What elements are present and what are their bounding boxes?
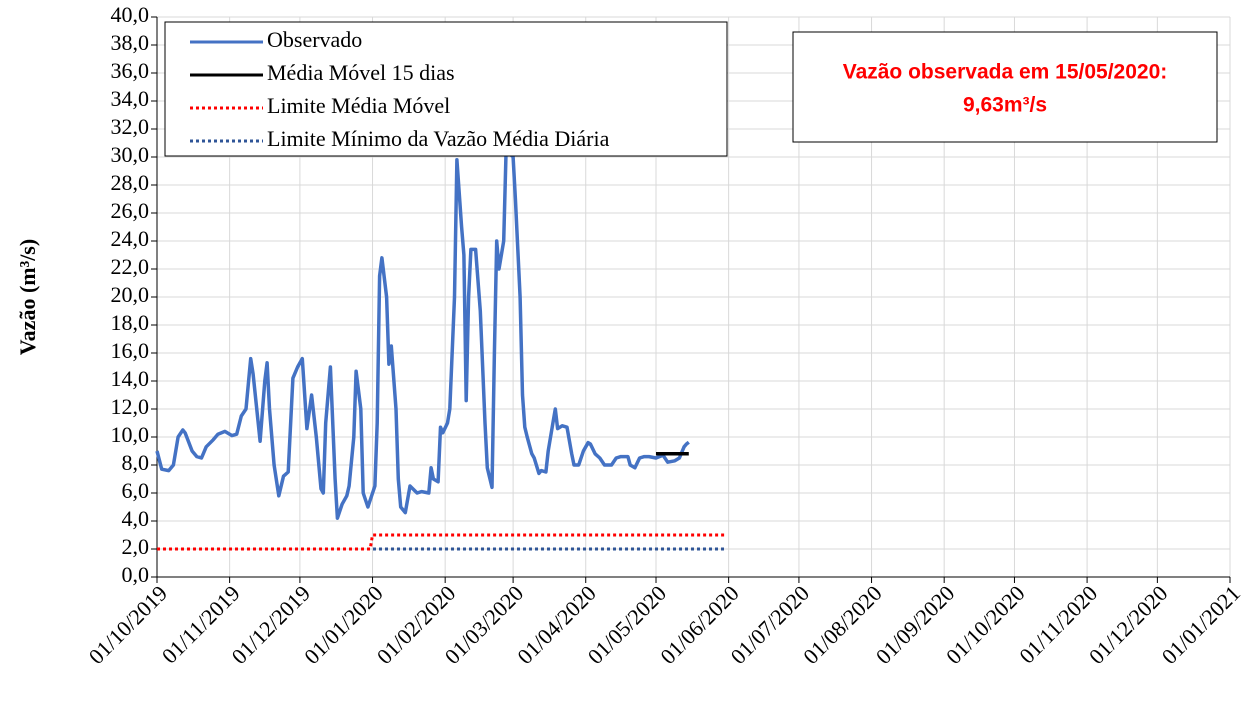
- y-axis-title: Vazão (m³/s): [15, 239, 40, 355]
- y-tick-label: 18,0: [111, 310, 150, 335]
- y-tick-label: 0,0: [122, 562, 150, 587]
- y-tick-label: 40,0: [111, 2, 150, 27]
- x-tick-label: 01/01/2021: [1157, 580, 1246, 669]
- legend-label: Observado: [267, 27, 362, 52]
- series-line: [157, 533, 727, 551]
- y-tick-label: 26,0: [111, 198, 150, 223]
- y-tick-label: 14,0: [111, 366, 150, 391]
- legend-label: Limite Mínimo da Vazão Média Diária: [267, 126, 610, 151]
- y-tick-label: 2,0: [122, 534, 150, 559]
- y-tick-label: 24,0: [111, 226, 150, 251]
- legend-label: Limite Média Móvel: [267, 93, 450, 118]
- y-tick-label: 34,0: [111, 86, 150, 111]
- y-tick-label: 20,0: [111, 282, 150, 307]
- legend-box: [164, 21, 728, 157]
- x-tick-label: 01/01/2020: [299, 580, 388, 669]
- y-tick-label: 8,0: [122, 450, 150, 475]
- y-tick-label: 12,0: [111, 394, 150, 419]
- y-tick-label: 16,0: [111, 338, 150, 363]
- annotation-text: Vazão observada em 15/05/2020:: [843, 61, 1168, 84]
- series-line: [155, 148, 690, 520]
- x-tick-label: 01/10/2019: [84, 580, 173, 669]
- y-tick-label: 32,0: [111, 114, 150, 139]
- y-tick-label: 22,0: [111, 254, 150, 279]
- annotation-box: [792, 31, 1218, 143]
- y-tick-label: 4,0: [122, 506, 150, 531]
- x-tick-label: 01/08/2020: [798, 580, 887, 669]
- y-tick-label: 6,0: [122, 478, 150, 503]
- y-tick-label: 38,0: [111, 30, 150, 55]
- y-tick-label: 30,0: [111, 142, 150, 167]
- y-tick-label: 10,0: [111, 422, 150, 447]
- legend-label: Média Móvel 15 dias: [267, 60, 455, 85]
- y-tick-label: 36,0: [111, 58, 150, 83]
- y-tick-label: 28,0: [111, 170, 150, 195]
- annotation-text: 9,63m³/s: [963, 94, 1047, 117]
